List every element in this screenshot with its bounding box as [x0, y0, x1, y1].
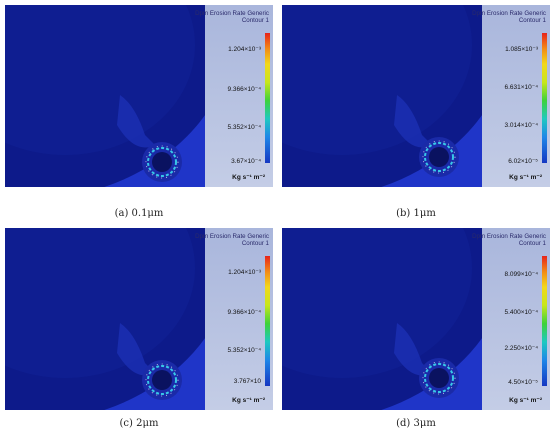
legend-title: Dpm Erosion Rate Generic Contour 1 [195, 233, 269, 247]
legend-unit: Kg s⁻¹ m⁻² [509, 397, 542, 404]
legend-unit: Kg s⁻¹ m⁻² [509, 174, 542, 181]
legend-tick: 9.366×10⁻⁴ [227, 309, 261, 316]
legend-tick: 3.767×10 [233, 378, 261, 385]
legend: Dpm Erosion Rate Generic Contour 1 8.099×… [472, 228, 550, 410]
caption: (d) 3μm [396, 418, 436, 429]
legend-tick: 8.099×10⁻⁴ [504, 271, 538, 278]
caption: (c) 2μm [119, 418, 159, 429]
panel-d: Dpm Erosion Rate Generic Contour 1 8.099×… [282, 228, 550, 410]
caption: (a) 0.1μm [114, 208, 164, 219]
legend: Dpm Erosion Rate Generic Contour 1 1.085×… [472, 5, 550, 187]
legend-title: Dpm Erosion Rate Generic Contour 1 [472, 233, 546, 247]
panel-b: Dpm Erosion Rate Generic Contour 1 1.085×… [282, 5, 550, 187]
erosion-contour-plot [282, 5, 512, 187]
legend-tick: 6.02×10⁻⁵ [508, 158, 538, 165]
panel-c: Dpm Erosion Rate Generic Contour 1 1.204×… [5, 228, 273, 410]
erosion-contour-plot [5, 5, 235, 187]
legend-tick: 3.67×10⁻⁴ [231, 158, 261, 165]
legend-title: Dpm Erosion Rate Generic Contour 1 [472, 10, 546, 24]
legend-tick: 5.400×10⁻⁴ [504, 309, 538, 316]
legend-title: Dpm Erosion Rate Generic Contour 1 [195, 10, 269, 24]
color-bar [542, 256, 547, 386]
caption: (b) 1μm [396, 208, 436, 219]
color-bar [265, 33, 270, 163]
legend-tick: 2.250×10⁻⁴ [504, 345, 538, 352]
legend-tick: 6.631×10⁻⁴ [504, 84, 538, 91]
panel-a: Dpm Erosion Rate Generic Contour 1 1.204×… [5, 5, 273, 187]
legend: Dpm Erosion Rate Generic Contour 1 1.204×… [195, 228, 273, 410]
legend-tick: 1.085×10⁻³ [505, 46, 538, 53]
legend-tick: 1.204×10⁻³ [228, 46, 261, 53]
erosion-contour-plot [5, 228, 235, 410]
legend-tick: 3.014×10⁻⁴ [504, 122, 538, 129]
legend-unit: Kg s⁻¹ m⁻² [232, 397, 265, 404]
legend-tick: 1.204×10⁻³ [228, 269, 261, 276]
legend-tick: 9.366×10⁻⁴ [227, 86, 261, 93]
legend-unit: Kg s⁻¹ m⁻² [232, 174, 265, 181]
legend-tick: 5.352×10⁻⁴ [227, 124, 261, 131]
legend-tick: 4.50×10⁻⁵ [508, 379, 538, 386]
legend: Dpm Erosion Rate Generic Contour 1 1.204×… [195, 5, 273, 187]
legend-tick: 5.352×10⁻⁴ [227, 347, 261, 354]
erosion-contour-plot [282, 228, 512, 410]
color-bar [265, 256, 270, 386]
color-bar [542, 33, 547, 163]
